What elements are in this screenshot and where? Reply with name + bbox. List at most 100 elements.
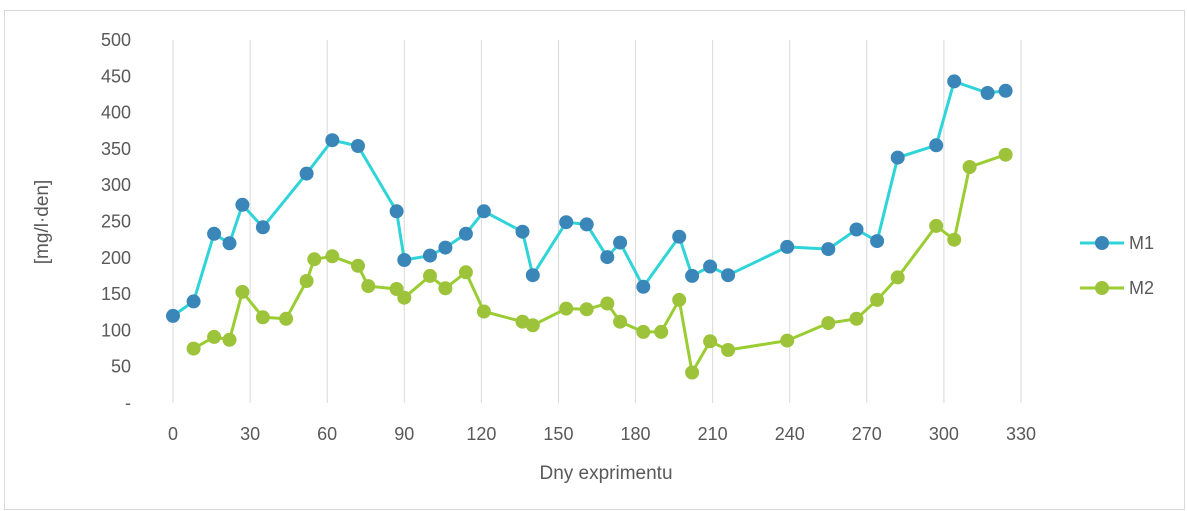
data-point <box>235 197 250 212</box>
legend-swatch-marker <box>1095 281 1109 295</box>
data-point <box>307 252 322 267</box>
data-point <box>600 296 615 311</box>
data-point <box>703 259 718 274</box>
legend: M1 M2 <box>1080 233 1154 298</box>
data-point <box>351 258 365 273</box>
data-point <box>438 281 453 296</box>
legend-swatch-marker <box>1095 236 1109 250</box>
x-tick-label: 270 <box>852 424 882 444</box>
data-point <box>361 279 376 294</box>
data-point <box>222 236 237 251</box>
y-tick-label: 300 <box>101 175 131 195</box>
data-point <box>166 308 180 323</box>
data-point <box>613 235 628 250</box>
data-point <box>980 86 995 100</box>
x-tick-label: 150 <box>543 424 573 444</box>
data-point <box>476 304 491 319</box>
data-point <box>458 265 473 280</box>
x-tick-label: 240 <box>775 424 805 444</box>
data-point <box>255 220 270 235</box>
data-point <box>721 268 736 283</box>
data-point <box>235 284 250 299</box>
x-tick-label: 90 <box>394 424 414 444</box>
data-point <box>423 248 437 263</box>
data-point <box>207 329 222 344</box>
data-point <box>299 166 314 181</box>
data-point <box>299 274 314 288</box>
data-point <box>721 343 736 357</box>
data-point <box>870 292 885 307</box>
data-point <box>325 133 340 148</box>
data-point <box>525 318 540 333</box>
series-line <box>172 79 1006 318</box>
data-point <box>389 204 404 219</box>
data-point <box>849 311 864 326</box>
gridlines <box>172 40 1022 403</box>
data-point <box>438 240 453 255</box>
data-point <box>207 226 222 241</box>
data-point <box>351 139 365 153</box>
x-tick-label: 30 <box>240 424 260 444</box>
data-point <box>458 226 473 241</box>
data-point <box>476 204 491 219</box>
data-point <box>685 268 700 283</box>
data-point <box>821 316 836 331</box>
x-tick-label: 210 <box>698 424 728 444</box>
y-tick-label: 250 <box>101 212 131 232</box>
data-point <box>636 279 651 294</box>
y-tick-label: 400 <box>101 103 131 123</box>
legend-label: M1 <box>1129 233 1154 253</box>
data-point <box>255 310 270 325</box>
x-tick-label: 120 <box>466 424 496 444</box>
data-point <box>821 242 836 257</box>
x-axis-ticks: 0 30 60 90 120 150 180 210 240 270 300 330 <box>168 424 1036 444</box>
data-point <box>890 270 905 285</box>
y-tick-label: 450 <box>101 66 131 86</box>
y-tick-label: 50 <box>111 357 131 377</box>
data-point <box>559 215 574 230</box>
data-point <box>998 147 1013 162</box>
data-point <box>929 218 944 233</box>
x-axis-title: Dny exprimentu <box>539 463 672 484</box>
x-tick-label: 300 <box>929 424 959 444</box>
data-point <box>279 311 294 326</box>
data-point <box>397 290 412 305</box>
y-tick-label: 100 <box>101 320 131 340</box>
series-m1 <box>166 74 1013 323</box>
y-tick-label: 500 <box>101 30 131 50</box>
x-tick-label: 330 <box>1006 424 1036 444</box>
y-tick-label: 350 <box>101 139 131 159</box>
data-point <box>849 222 864 237</box>
data-point <box>222 332 237 347</box>
data-point <box>962 160 977 174</box>
data-point <box>654 324 669 339</box>
y-tick-label: 150 <box>101 284 131 304</box>
data-point <box>890 150 905 165</box>
data-point <box>947 232 962 247</box>
legend-label: M2 <box>1129 278 1154 298</box>
data-point <box>780 333 795 348</box>
data-point <box>636 324 651 339</box>
data-point <box>685 365 700 380</box>
data-point <box>998 83 1013 98</box>
data-point <box>559 301 574 316</box>
data-point <box>672 292 687 307</box>
y-axis-ticks: - 50 100 150 200 250 300 350 400 450 500 <box>101 30 131 413</box>
data-point <box>929 138 944 153</box>
data-point <box>780 239 795 254</box>
y-tick-label: - <box>125 393 131 413</box>
data-point <box>947 74 962 89</box>
y-axis-title: [mg/l·den] <box>32 180 53 264</box>
x-tick-label: 60 <box>317 424 337 444</box>
data-point <box>703 334 718 349</box>
data-point <box>186 341 201 356</box>
data-point <box>579 217 594 232</box>
data-point <box>325 249 340 264</box>
data-point <box>423 268 437 283</box>
y-tick-label: 200 <box>101 248 131 268</box>
data-point <box>397 253 412 267</box>
data-point <box>672 229 687 244</box>
series-m2 <box>186 147 1013 380</box>
data-point <box>613 314 628 329</box>
